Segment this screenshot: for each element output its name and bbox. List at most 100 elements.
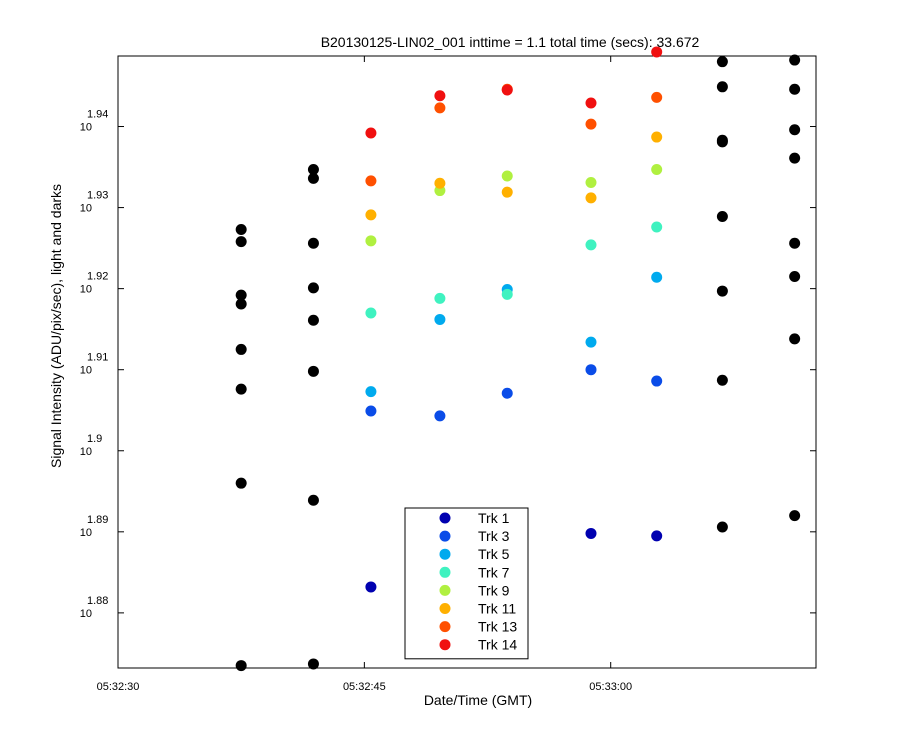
data-point — [434, 313, 446, 325]
data-point — [585, 364, 597, 376]
data-point — [365, 175, 377, 187]
data-point — [585, 118, 597, 130]
data-point — [585, 176, 597, 188]
y-tick-base: 10 — [80, 122, 92, 134]
legend-marker — [439, 639, 451, 651]
data-point — [651, 530, 663, 542]
y-tick-exponent: 1.91 — [87, 352, 108, 364]
data-point — [434, 90, 446, 102]
data-point — [789, 54, 801, 66]
legend-label: Trk 9 — [478, 582, 510, 598]
data-point — [585, 527, 597, 539]
data-point — [789, 270, 801, 282]
x-tick-label: 05:32:45 — [343, 681, 386, 693]
data-point — [716, 210, 728, 222]
data-point — [235, 236, 247, 248]
y-axis-label: Signal Intensity (ADU/pix/sec), light an… — [48, 184, 64, 468]
data-point — [651, 271, 663, 283]
data-point — [434, 177, 446, 189]
data-point — [307, 658, 319, 670]
data-point — [235, 343, 247, 355]
data-point — [365, 581, 377, 593]
data-point — [235, 660, 247, 672]
data-point — [365, 209, 377, 221]
x-tick-label: 05:33:00 — [589, 681, 632, 693]
data-point — [716, 285, 728, 297]
y-tick-exponent: 1.89 — [87, 514, 108, 526]
data-point — [585, 239, 597, 251]
data-point — [789, 237, 801, 249]
data-point — [365, 405, 377, 417]
y-tick-exponent: 1.93 — [87, 190, 108, 202]
data-point — [789, 83, 801, 95]
legend-marker — [439, 603, 451, 614]
y-tick-base: 10 — [80, 608, 92, 620]
legend-box — [404, 507, 529, 660]
x-axis-label: Date/Time (GMT) — [424, 692, 532, 708]
data-point — [307, 163, 319, 175]
data-point — [235, 289, 247, 301]
data-point — [585, 336, 597, 348]
data-points — [235, 46, 801, 672]
data-point — [235, 383, 247, 395]
y-tick-base: 10 — [80, 203, 92, 215]
data-point — [235, 223, 247, 235]
data-point — [789, 333, 801, 345]
data-point — [501, 170, 513, 182]
data-point — [307, 237, 319, 249]
data-point — [307, 282, 319, 294]
legend-marker — [439, 512, 451, 524]
data-point — [365, 127, 377, 139]
legend-label: Trk 13 — [478, 619, 517, 635]
legend-label: Trk 11 — [478, 601, 516, 617]
data-point — [716, 374, 728, 386]
data-point — [651, 91, 663, 103]
data-point — [716, 521, 728, 533]
data-point — [501, 288, 513, 300]
data-point — [235, 298, 247, 310]
data-point — [307, 494, 319, 506]
data-point — [585, 97, 597, 109]
data-point — [716, 81, 728, 93]
data-point — [651, 221, 663, 233]
chart-title: B20130125-LIN02_001 inttime = 1.1 total … — [321, 34, 700, 50]
data-point — [434, 102, 446, 114]
legend-label: Trk 7 — [478, 564, 510, 580]
data-point — [365, 235, 377, 247]
data-point — [434, 292, 446, 304]
data-point — [651, 163, 663, 175]
data-point — [651, 131, 663, 143]
data-point — [501, 84, 513, 96]
data-point — [651, 375, 663, 387]
y-tick-exponent: 1.88 — [87, 595, 108, 607]
x-axis-ticks: 05:32:30 05:32:45 05:33:00 — [97, 56, 632, 693]
data-point — [501, 186, 513, 198]
legend-label: Trk 14 — [478, 637, 517, 653]
data-point — [307, 365, 319, 377]
data-point — [501, 387, 513, 399]
legend-label: Trk 5 — [478, 546, 510, 562]
x-tick-label: 05:32:30 — [97, 681, 140, 693]
y-axis-ticks: 101.88101.89101.9101.91101.92101.93101.9… — [80, 109, 816, 620]
legend: Trk 1 Trk 3 Trk 5 Trk 7 Trk 9 Trk 11 Trk 13 Trk… — [404, 507, 529, 660]
y-tick-base: 10 — [80, 284, 92, 296]
data-point — [789, 510, 801, 522]
legend-marker — [439, 530, 451, 542]
data-point — [716, 56, 728, 68]
data-point — [789, 124, 801, 136]
legend-marker — [439, 566, 451, 578]
legend-marker — [439, 548, 451, 560]
legend-label: Trk 1 — [478, 510, 510, 526]
data-point — [307, 172, 319, 184]
legend-label: Trk 3 — [478, 528, 510, 544]
y-tick-exponent: 1.9 — [87, 433, 102, 445]
data-point — [307, 314, 319, 326]
data-point — [651, 46, 663, 58]
y-tick-exponent: 1.94 — [87, 109, 108, 121]
data-point — [716, 134, 728, 146]
y-tick-base: 10 — [80, 446, 92, 458]
data-point — [365, 307, 377, 319]
data-point — [789, 152, 801, 164]
data-point — [434, 410, 446, 422]
